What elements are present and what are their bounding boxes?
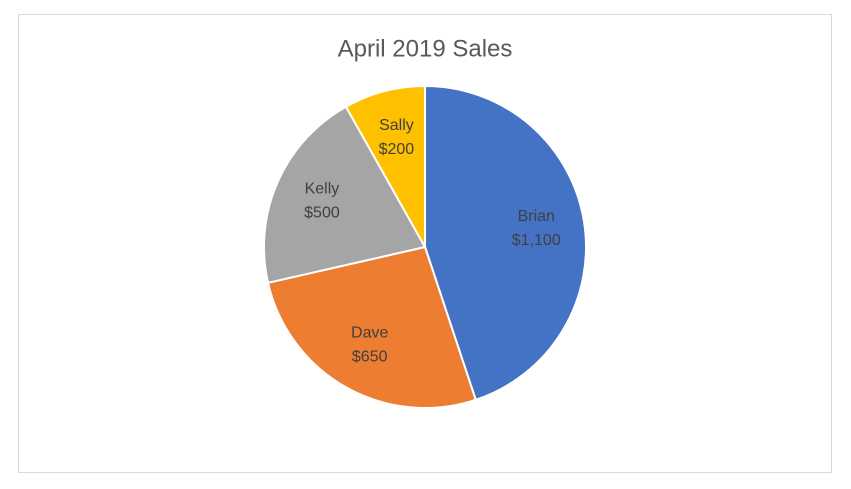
slice-category-label: Kelly	[305, 181, 340, 198]
pie-slice	[344, 84, 426, 251]
slice-value-label: $200	[379, 141, 415, 158]
slice-value-label: $1,100	[512, 232, 561, 249]
slice-category-label: Brian	[518, 208, 555, 225]
slice-category-label: Dave	[351, 324, 388, 341]
chart-title: April 2019 Sales	[338, 35, 513, 62]
pie-slice	[263, 105, 427, 285]
pie-slice	[266, 245, 477, 409]
pie-slice	[424, 84, 587, 402]
slice-value-label: $500	[304, 205, 340, 222]
slice-value-label: $650	[352, 348, 388, 365]
slice-category-label: Sally	[379, 117, 414, 134]
